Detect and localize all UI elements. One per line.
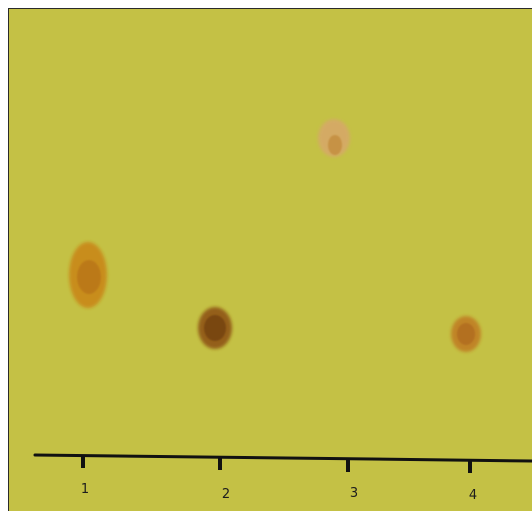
spot-lane-1 xyxy=(69,242,107,308)
lane-label-2: 2 xyxy=(221,487,231,502)
spot-lane-2 xyxy=(198,307,232,349)
baseline-axis xyxy=(33,453,532,463)
spot-lane-3 xyxy=(318,119,350,157)
lane-label-1: 1 xyxy=(80,482,90,497)
lane-label-4: 4 xyxy=(468,488,478,503)
spot-lane-4 xyxy=(451,316,481,352)
plate-scene xyxy=(33,119,532,473)
lane-label-3: 3 xyxy=(349,486,359,501)
tlc-plate: 1 2 3 4 xyxy=(8,8,532,511)
